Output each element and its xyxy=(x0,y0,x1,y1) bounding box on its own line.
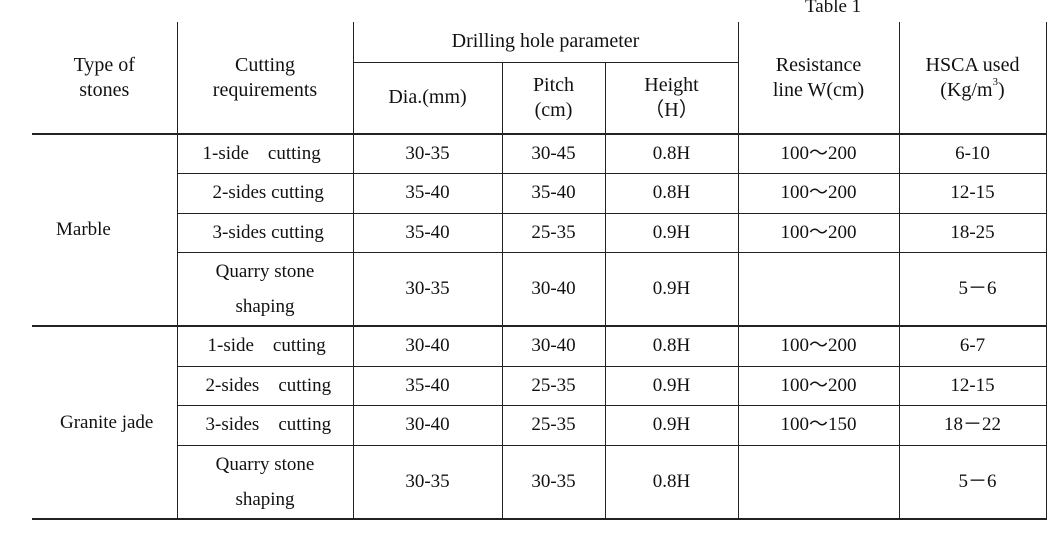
pitch-cell: 30-45 xyxy=(502,134,605,173)
dia-cell: 30-40 xyxy=(353,405,502,445)
header-dia: Dia.(mm) xyxy=(353,62,502,134)
header-cutting-requirements: Cutting requirements xyxy=(177,22,353,134)
hsca-cell: 6-10 xyxy=(899,134,1046,173)
cutting-requirement-cell: Quarry stone shaping xyxy=(177,445,353,519)
stone-type-cell: Marble xyxy=(32,134,177,326)
hsca-cell: 12-15 xyxy=(899,173,1046,213)
cutting-requirement-cell: 3-sides cutting xyxy=(177,405,353,445)
cutting-requirement-cell: 1-side cutting xyxy=(177,134,353,173)
height-cell: 0.8H xyxy=(605,173,738,213)
dia-cell: 30-40 xyxy=(353,326,502,366)
cutting-requirement-cell: 2-sides cutting xyxy=(177,173,353,213)
resistance-cell xyxy=(738,445,899,519)
height-cell: 0.9H xyxy=(605,213,738,252)
height-cell: 0.9H xyxy=(605,252,738,326)
resistance-cell: 100～200 xyxy=(738,366,899,405)
hsca-cell: 18－22 xyxy=(899,405,1046,445)
dia-cell: 30-35 xyxy=(353,445,502,519)
pitch-cell: 25-35 xyxy=(502,366,605,405)
pitch-cell: 35-40 xyxy=(502,173,605,213)
pitch-cell: 25-35 xyxy=(502,213,605,252)
resistance-cell: 100～200 xyxy=(738,173,899,213)
hsca-unit-exponent: 3 xyxy=(993,76,999,88)
resistance-cell: 100～200 xyxy=(738,326,899,366)
hsca-label: HSCA used (Kg/m xyxy=(926,54,1020,101)
dia-cell: 30-35 xyxy=(353,252,502,326)
pitch-cell: 30-40 xyxy=(502,252,605,326)
pitch-cell: 30-35 xyxy=(502,445,605,519)
header-hsca-used: HSCA used (Kg/m3) xyxy=(899,22,1046,134)
table-row: Granite jade 1-side cutting 30-40 30-40 … xyxy=(32,326,1046,366)
cutting-requirement-cell: 3-sides cutting xyxy=(177,213,353,252)
resistance-cell: 100～200 xyxy=(738,213,899,252)
dia-cell: 35-40 xyxy=(353,173,502,213)
table-row: Quarry stone shaping 30-35 30-40 0.9H 5－… xyxy=(32,252,1046,326)
resistance-cell: 100～200 xyxy=(738,134,899,173)
hsca-cell: 5－6 xyxy=(899,445,1046,519)
header-drilling-hole-parameter: Drilling hole parameter xyxy=(353,22,738,62)
hsca-cell: 5－6 xyxy=(899,252,1046,326)
table-row: Marble 1-side cutting 30-35 30-45 0.8H 1… xyxy=(32,134,1046,173)
dia-cell: 35-40 xyxy=(353,213,502,252)
table-row: Quarry stone shaping 30-35 30-35 0.8H 5－… xyxy=(32,445,1046,519)
stone-cutting-table: Type of stones Cutting requirements Dril… xyxy=(32,22,1047,520)
height-cell: 0.9H xyxy=(605,405,738,445)
header-resistance-line: Resistance line W(cm) xyxy=(738,22,899,134)
cutting-requirement-cell: 2-sides cutting xyxy=(177,366,353,405)
cutting-requirement-cell: 1-side cutting xyxy=(177,326,353,366)
table-row: 3-sides cutting 35-40 25-35 0.9H 100～200… xyxy=(32,213,1046,252)
height-cell: 0.8H xyxy=(605,326,738,366)
height-cell: 0.8H xyxy=(605,445,738,519)
table-row: 3-sides cutting 30-40 25-35 0.9H 100～150… xyxy=(32,405,1046,445)
table-row: 2-sides cutting 35-40 25-35 0.9H 100～200… xyxy=(32,366,1046,405)
hsca-cell: 12-15 xyxy=(899,366,1046,405)
pitch-cell: 25-35 xyxy=(502,405,605,445)
hsca-cell: 18-25 xyxy=(899,213,1046,252)
header-type-of-stones: Type of stones xyxy=(32,22,177,134)
dia-cell: 35-40 xyxy=(353,366,502,405)
stone-type-cell: Granite jade xyxy=(32,326,177,519)
resistance-cell xyxy=(738,252,899,326)
height-cell: 0.9H xyxy=(605,366,738,405)
hsca-label-close: ) xyxy=(998,79,1005,101)
table-row: 2-sides cutting 35-40 35-40 0.8H 100～200… xyxy=(32,173,1046,213)
hsca-cell: 6-7 xyxy=(899,326,1046,366)
resistance-cell: 100～150 xyxy=(738,405,899,445)
dia-cell: 30-35 xyxy=(353,134,502,173)
cutting-requirement-cell: Quarry stone shaping xyxy=(177,252,353,326)
header-height: Height （H） xyxy=(605,62,738,134)
pitch-cell: 30-40 xyxy=(502,326,605,366)
height-cell: 0.8H xyxy=(605,134,738,173)
header-pitch: Pitch (cm) xyxy=(502,62,605,134)
table-caption: Table 1 xyxy=(805,0,861,18)
